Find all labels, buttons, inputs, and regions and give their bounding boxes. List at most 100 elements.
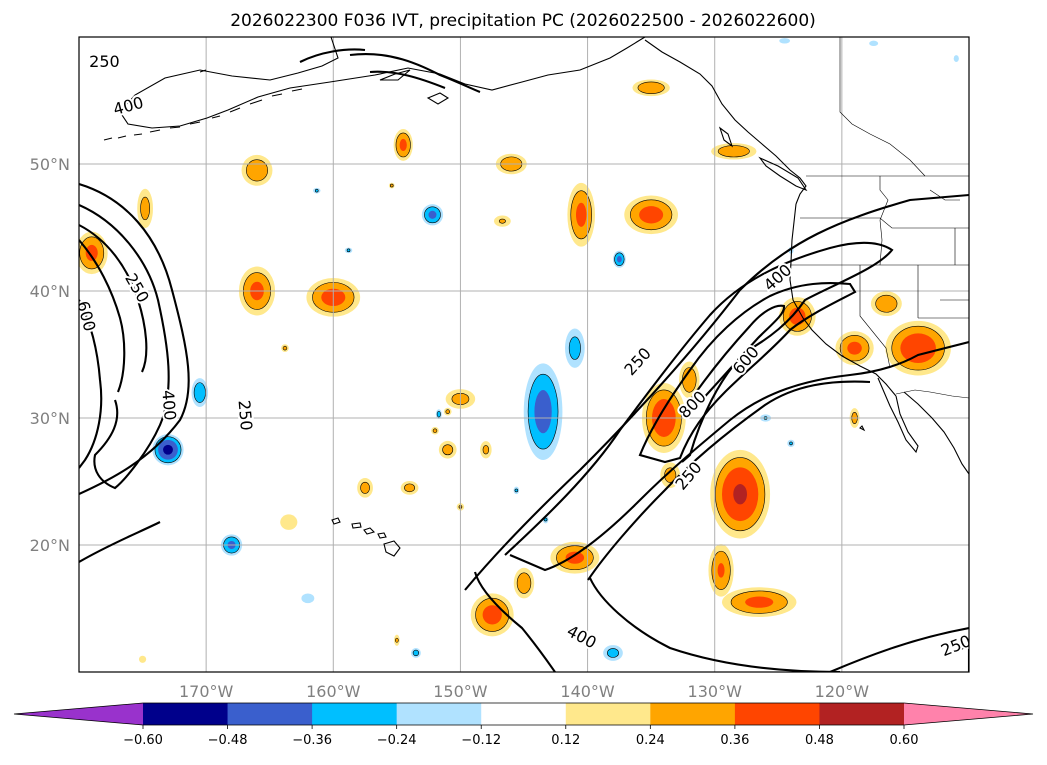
precip-positive-anomaly: [138, 655, 147, 663]
latitude-tick-label: 30°N: [30, 409, 70, 428]
precip-band: [360, 481, 370, 494]
precip-band: [717, 145, 750, 158]
precip-band: [301, 593, 315, 604]
precip-negative-anomaly: [565, 328, 585, 368]
ivt-contour-250-southwest: [79, 521, 161, 563]
longitude-tick-label: 140°W: [560, 682, 615, 701]
precip-negative-anomaly: [779, 38, 791, 44]
colorbar-tick-label: −0.60: [123, 733, 163, 748]
colorbar-tick-label: −0.36: [292, 733, 332, 748]
precip-positive-anomaly: [400, 480, 419, 495]
precip-positive-anomaly: [624, 195, 679, 235]
precip-band: [717, 563, 725, 578]
precip-band: [138, 655, 147, 663]
precip-band: [412, 649, 420, 657]
ivt-contour-400-west: [79, 204, 170, 490]
ivt-contour-250-ar-outer: [464, 193, 969, 591]
precip-positive-anomaly: [567, 182, 596, 247]
precip-positive-anomaly: [357, 478, 373, 498]
latitude-tick-label: 50°N: [30, 155, 70, 174]
precip-positive-anomaly: [710, 449, 771, 539]
precip-band: [637, 81, 665, 94]
colorbar-swatch: [227, 703, 313, 725]
precip-band: [395, 637, 399, 643]
precip-positive-anomaly: [493, 215, 511, 227]
precip-band: [428, 210, 437, 219]
longitude-ticks: 170°W 160°W 150°W 140°W 130°W 120°W: [179, 682, 869, 701]
colorbar-tick-label: 0.48: [805, 733, 834, 748]
latitude-tick-label: 40°N: [30, 282, 70, 301]
precip-positive-anomaly: [480, 441, 492, 459]
precip-positive-anomaly: [550, 541, 600, 574]
colorbar-tick-label: 0.24: [636, 733, 665, 748]
ivt-contour-400-far-south: [589, 577, 841, 672]
precip-band: [847, 341, 862, 355]
longitude-tick-label: 130°W: [688, 682, 743, 701]
ivt-contour-label: 250: [89, 52, 120, 71]
chart-title: 2026022300 F036 IVT, precipitation PC (2…: [230, 11, 816, 31]
ivt-contour-250-southeast: [509, 340, 969, 572]
ivt-contours: [79, 48, 969, 672]
alaska-coastline: [119, 37, 646, 129]
colorbar-swatches: [14, 703, 1033, 725]
colorbar-tick-label: −0.12: [461, 733, 501, 748]
precip-band: [953, 55, 959, 63]
precip-negative-anomaly: [787, 439, 795, 448]
precip-negative-anomaly: [603, 645, 623, 661]
precip-positive-anomaly: [632, 79, 670, 97]
ivt-contour-800-ar: [690, 304, 786, 404]
colorbar-swatch: [312, 703, 398, 725]
precipitation-field: [79, 38, 959, 663]
precip-band: [163, 444, 173, 455]
us-west-coastline: [789, 203, 897, 397]
colorbar-swatch: [481, 703, 567, 725]
map-frame: [78, 36, 970, 673]
precip-band: [442, 444, 454, 456]
precip-band: [482, 445, 490, 455]
precip-positive-anomaly: [443, 407, 452, 416]
precip-band: [514, 488, 519, 493]
precip-positive-anomaly: [470, 593, 514, 637]
precip-band: [389, 183, 394, 188]
precip-band: [399, 138, 407, 151]
precip-negative-anomaly: [513, 486, 520, 495]
latitude-tick-label: 20°N: [30, 536, 70, 555]
vancouver-island: [758, 156, 808, 192]
longitude-tick-label: 170°W: [179, 682, 234, 701]
precip-negative-anomaly: [523, 363, 563, 460]
british-columbia-coastline: [644, 39, 807, 205]
precip-positive-anomaly: [431, 426, 439, 435]
precip-negative-anomaly: [411, 648, 421, 658]
guadalupe-island: [859, 425, 866, 432]
political-borders: [790, 37, 969, 399]
ivt-contour-label: 250: [234, 399, 256, 431]
precip-band: [404, 483, 415, 493]
precip-band: [280, 514, 298, 530]
precip-band: [498, 218, 506, 224]
precip-band: [779, 38, 791, 44]
longitude-tick-label: 150°W: [433, 682, 488, 701]
precip-positive-anomaly: [711, 143, 757, 160]
precip-positive-anomaly: [438, 440, 457, 459]
precip-band: [516, 572, 532, 594]
precip-band: [543, 517, 548, 522]
ivt-contour-400-north: [369, 70, 446, 89]
ivt-contour-250-southeast-bottom: [829, 626, 969, 672]
precip-band: [664, 467, 677, 483]
precip-band: [482, 605, 502, 625]
precip-band: [85, 244, 98, 261]
precip-band: [789, 441, 793, 446]
precip-negative-anomaly: [869, 40, 879, 47]
ivt-contour-600-ar: [638, 282, 857, 464]
precip-band: [193, 382, 206, 403]
precip-positive-anomaly: [394, 634, 400, 646]
longitude-tick-label: 160°W: [306, 682, 361, 701]
ivt-contour-250-west-inner-b: [79, 299, 103, 469]
colorbar-extend-max: [904, 703, 1033, 725]
precip-negative-anomaly: [152, 434, 184, 466]
longitude-tick-label: 120°W: [815, 682, 870, 701]
ivt-contour-250-far-south: [473, 571, 556, 672]
precip-positive-anomaly: [513, 567, 535, 599]
precip-band: [733, 484, 748, 505]
